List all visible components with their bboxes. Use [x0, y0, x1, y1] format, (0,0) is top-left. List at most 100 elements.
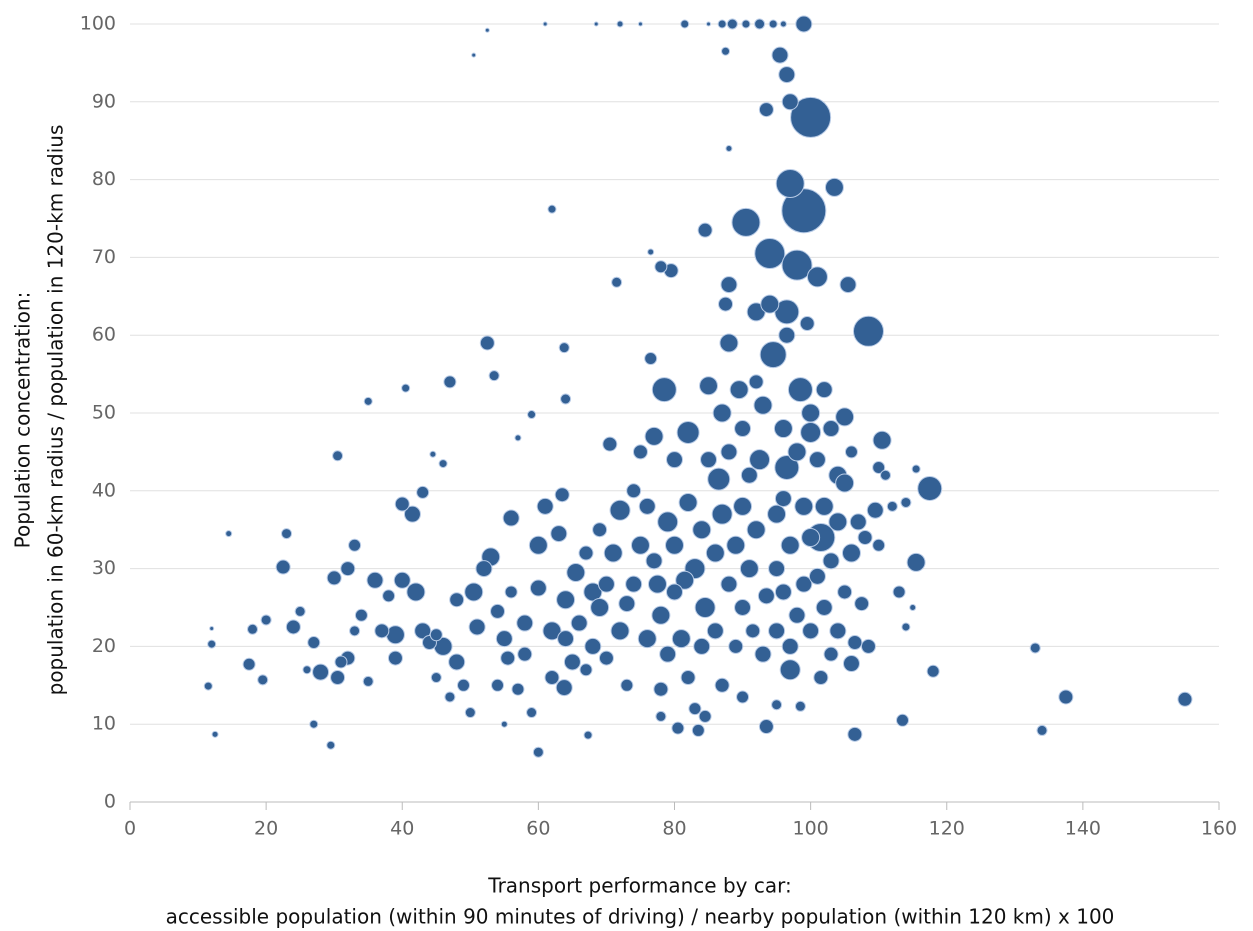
bubble [800, 421, 822, 443]
grid [129, 23, 1220, 810]
bubble [618, 595, 636, 613]
bubble [771, 699, 783, 711]
bubble [334, 655, 348, 669]
bubble [768, 560, 786, 578]
bubble [719, 333, 739, 353]
bubble [787, 377, 813, 403]
x-tick-label: 60 [526, 818, 550, 840]
bubble [209, 626, 215, 632]
bubble [609, 499, 631, 521]
bubble [814, 496, 834, 516]
bubble [225, 530, 233, 538]
bubble [363, 396, 373, 406]
bubble [307, 636, 321, 650]
bubble [443, 375, 457, 389]
bubble [758, 719, 774, 735]
bubble [598, 650, 614, 666]
bubble [326, 570, 342, 586]
bubble [700, 451, 718, 469]
bubble [1036, 724, 1048, 736]
bubble [801, 403, 821, 423]
bubble [651, 377, 677, 403]
bubble [741, 19, 751, 29]
bubble [822, 552, 840, 570]
bubble [795, 15, 813, 33]
bubble [824, 177, 844, 197]
bubble [414, 622, 432, 640]
bubble [354, 608, 368, 622]
bubble [728, 638, 744, 654]
bubble [768, 622, 786, 640]
bubble [740, 466, 758, 484]
bubble [382, 589, 396, 603]
bubble [872, 430, 892, 450]
bubble [739, 559, 759, 579]
bubble [691, 723, 705, 737]
bubble [760, 294, 780, 314]
bubble [468, 618, 486, 636]
bubble [544, 670, 560, 686]
bubble [457, 678, 471, 692]
bubble [429, 628, 443, 642]
bubble [847, 726, 863, 742]
bubble [438, 459, 448, 469]
bubble [495, 630, 513, 648]
bubble [504, 585, 518, 599]
bubble [808, 567, 826, 585]
bubble [653, 681, 669, 697]
bubble [349, 625, 361, 637]
bubble [659, 645, 677, 663]
y-axis-title: population in 60-km radius / population … [44, 125, 68, 696]
bubble [491, 678, 505, 692]
bubble [688, 702, 702, 716]
bubble [671, 721, 685, 735]
bubble [583, 730, 593, 740]
bubble [754, 645, 772, 663]
bubble [720, 575, 738, 593]
x-tick-label: 20 [254, 818, 278, 840]
bubble [602, 436, 618, 452]
bubble [471, 52, 477, 58]
bubble [536, 497, 554, 515]
bubble [693, 637, 711, 655]
bubble [579, 663, 593, 677]
bubble [563, 653, 581, 671]
bubble [330, 670, 346, 686]
bubble [532, 746, 544, 758]
bubble [275, 559, 291, 575]
bubble [488, 370, 500, 382]
bubble [500, 720, 508, 728]
bubble [879, 469, 891, 481]
bubble [449, 592, 465, 608]
bubble [711, 503, 733, 525]
y-tick-label: 0 [104, 791, 116, 813]
bubble [242, 657, 256, 671]
bubble [464, 707, 476, 719]
bubble [348, 538, 362, 552]
bubble [555, 679, 573, 697]
bubble [558, 342, 570, 354]
bubble [593, 21, 599, 27]
bubble [644, 426, 664, 446]
bubble [247, 623, 259, 635]
bubble [806, 266, 828, 288]
bubble [794, 700, 806, 712]
bubble [698, 709, 712, 723]
y-tick-label: 80 [92, 168, 116, 190]
bubble [837, 584, 853, 600]
bubble [773, 419, 793, 439]
bubble [745, 623, 761, 639]
bubble [801, 527, 821, 547]
bubble [211, 730, 219, 738]
bubble [857, 529, 873, 545]
bubble [644, 352, 658, 366]
bubble [406, 582, 426, 602]
y-tick-label: 20 [92, 635, 116, 657]
bubble [362, 675, 374, 687]
bubble [294, 605, 306, 617]
bubble [326, 740, 336, 750]
bubbles [203, 15, 1193, 758]
bubble [705, 543, 725, 563]
bubble [815, 599, 833, 616]
bubble [754, 238, 786, 270]
